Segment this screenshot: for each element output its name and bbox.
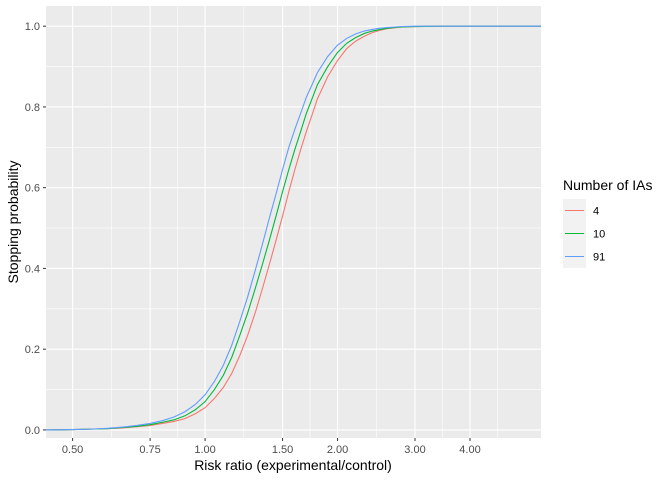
legend-label-91: 91 [593,252,605,264]
y-tick-label: 1.0 [25,21,40,33]
legend: Number of IAs 4 10 91 [563,177,652,268]
y-tick-label: 0.2 [25,344,40,356]
x-axis-ticks: 0.50 0.75 1.00 1.50 2.00 3.00 4.00 [62,438,481,456]
legend-label-10: 10 [593,229,605,241]
x-tick-label: 3.00 [404,444,425,456]
x-tick-label: 1.00 [194,444,215,456]
y-axis-ticks: 0.0 0.2 0.4 0.6 0.8 1.0 [25,21,46,437]
legend-title: Number of IAs [563,177,652,193]
y-tick-label: 0.4 [25,263,40,275]
y-tick-label: 0.6 [25,183,40,195]
x-tick-label: 0.50 [62,444,83,456]
x-tick-label: 4.00 [459,444,480,456]
series-line-10 [45,25,541,431]
x-tick-label: 0.75 [139,444,160,456]
x-tick-label: 1.50 [272,444,293,456]
y-tick-label: 0.8 [25,102,40,114]
major-gridlines [46,6,541,438]
series-lines [45,25,541,431]
y-tick-label: 0.0 [25,425,40,437]
x-axis-title: Risk ratio (experimental/control) [194,457,392,473]
legend-label-4: 4 [593,206,599,218]
minor-gridlines [46,6,541,438]
x-tick-label: 2.00 [327,444,348,456]
series-line-91 [45,25,541,431]
plot-panel [46,6,541,438]
y-axis-title: Stopping probability [5,161,21,284]
